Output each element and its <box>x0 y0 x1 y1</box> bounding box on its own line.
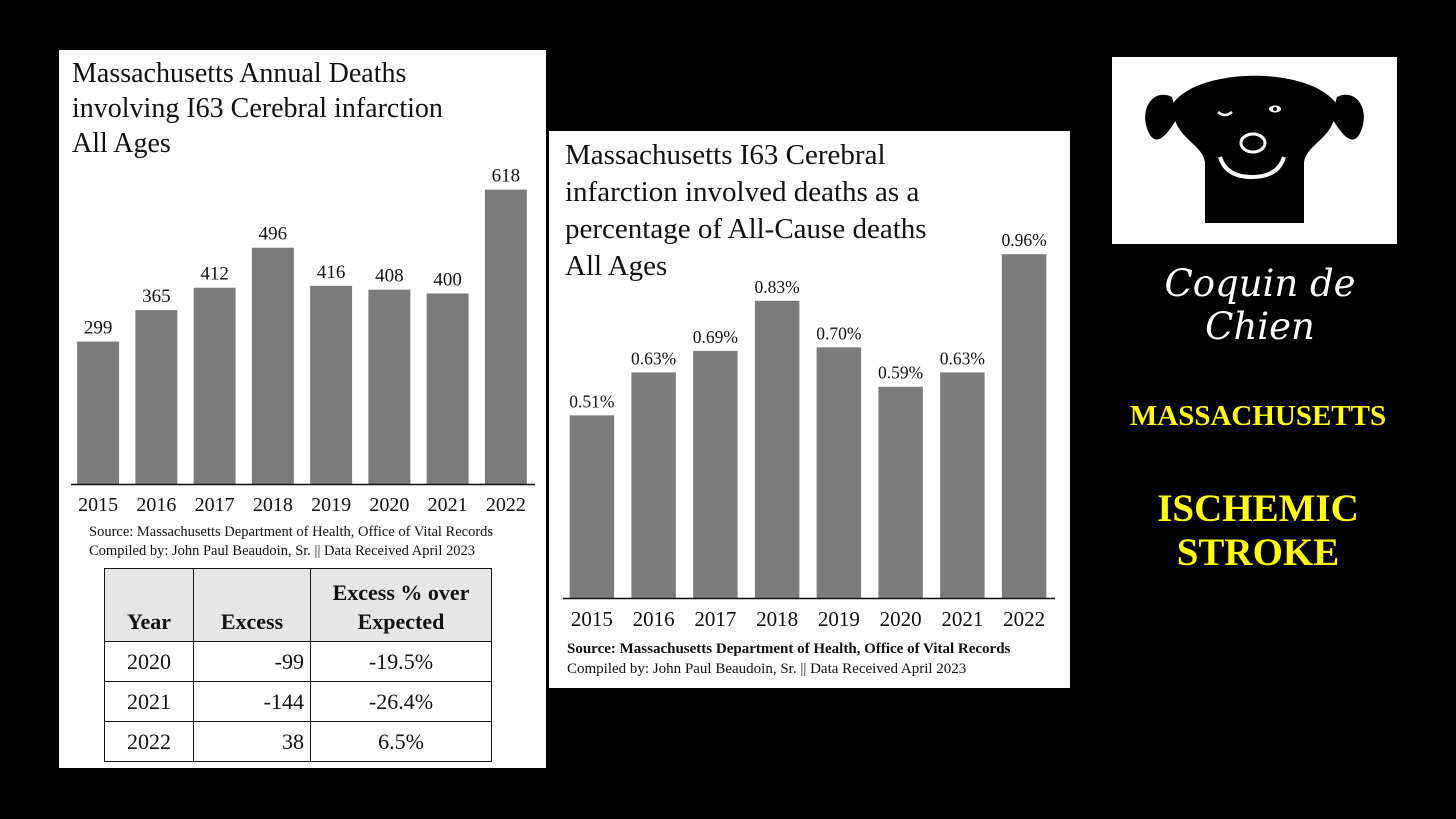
x-tick-label: 2021 <box>941 607 983 631</box>
table-row: 2021 -144 -26.4% <box>104 681 492 722</box>
cell-excess: -144 <box>193 681 311 722</box>
data-label: 0.51% <box>569 391 614 411</box>
source-line: Source: Massachusetts Department of Heal… <box>567 641 1011 657</box>
logo-text: Coquin de Chien <box>1164 262 1356 348</box>
title-line: All Ages <box>565 250 668 282</box>
condition-heading: ISCHEMIC STROKE <box>1100 487 1416 575</box>
title-line: Massachusetts I63 Cerebral <box>565 139 886 171</box>
condition-line: STROKE <box>1176 531 1340 574</box>
data-label: 0.70% <box>816 323 861 343</box>
x-tick-label: 2018 <box>756 607 798 631</box>
x-tick-label: 2017 <box>694 607 736 631</box>
x-tick-label: 2021 <box>428 494 468 516</box>
cell-excess-pct: -19.5% <box>310 641 492 682</box>
data-label: 618 <box>492 166 521 187</box>
cell-excess: 38 <box>193 721 311 762</box>
source-note: Source: Massachusetts Department of Heal… <box>89 523 493 561</box>
x-tick-label: 2016 <box>633 607 675 631</box>
title-line: Massachusetts Annual Deaths <box>72 58 407 89</box>
source-note: Source: Massachusetts Department of Heal… <box>567 639 1010 679</box>
x-tick-label: 2019 <box>818 607 860 631</box>
percentage-panel: Massachusetts I63 Cerebral infarction in… <box>549 131 1070 688</box>
bar <box>484 189 527 484</box>
bar <box>940 372 985 598</box>
header-line: Expected <box>357 609 445 634</box>
data-label: 416 <box>317 262 346 283</box>
bar <box>1001 254 1047 598</box>
x-tick-label: 2018 <box>253 494 293 516</box>
title-line: involving I63 Cerebral infarction <box>72 93 443 124</box>
bar <box>426 293 469 484</box>
cell-year: 2022 <box>104 721 194 762</box>
header-excess: Excess <box>193 568 311 642</box>
condition-line: ISCHEMIC <box>1157 487 1359 530</box>
cell-excess-pct: -26.4% <box>310 681 492 722</box>
data-label: 408 <box>375 266 404 287</box>
data-label: 412 <box>200 264 229 285</box>
bar <box>310 285 353 484</box>
bar <box>878 386 923 598</box>
logo-box <box>1112 57 1397 244</box>
compiled-by-line: Compiled by: John Paul Beaudoin, Sr. || … <box>89 543 475 559</box>
title-line: All Ages <box>72 128 171 159</box>
data-label: 0.69% <box>693 327 738 347</box>
bar <box>251 247 294 484</box>
cell-year: 2021 <box>104 681 194 722</box>
x-tick-label: 2022 <box>1003 607 1045 631</box>
bar <box>816 347 862 598</box>
data-label: 0.96% <box>1002 230 1047 250</box>
bar <box>77 341 120 484</box>
excess-table: Year Excess Excess % over Expected 2020 … <box>104 568 492 762</box>
title-line: percentage of All-Cause deaths <box>565 213 927 245</box>
data-label: 0.83% <box>755 277 800 297</box>
percentage-title: Massachusetts I63 Cerebral infarction in… <box>565 137 1005 285</box>
dog-face-icon <box>1145 75 1364 223</box>
table-row: 2022 38 6.5% <box>104 721 492 762</box>
table-header-row: Year Excess Excess % over Expected <box>104 568 492 642</box>
annual-deaths-title: Massachusetts Annual Deaths involving I6… <box>72 56 532 161</box>
compiled-by-line: Compiled by: John Paul Beaudoin, Sr. || … <box>567 661 967 677</box>
bar <box>631 372 676 598</box>
x-tick-label: 2019 <box>311 494 351 516</box>
x-tick-label: 2017 <box>195 494 235 516</box>
data-label: 0.63% <box>631 348 676 368</box>
annual-deaths-bar-chart: 299 2015 365 2016 412 2017 496 2018 416 2019 408 20… <box>71 166 535 516</box>
data-label: 0.59% <box>878 363 923 383</box>
data-label: 496 <box>259 224 288 245</box>
table-row: 2020 -99 -19.5% <box>104 641 492 682</box>
cell-year: 2020 <box>104 641 194 682</box>
source-line: Source: Massachusetts Department of Heal… <box>89 524 494 540</box>
bar <box>368 289 411 484</box>
annual-deaths-panel: Massachusetts Annual Deaths involving I6… <box>59 50 546 768</box>
bar <box>754 300 800 598</box>
header-line: Excess % over <box>332 580 470 605</box>
state-heading: MASSACHUSETTS <box>1129 400 1387 432</box>
cell-excess: -99 <box>193 641 311 682</box>
x-tick-label: 2020 <box>880 607 922 631</box>
data-label: 365 <box>142 286 171 307</box>
x-tick-label: 2020 <box>369 494 409 516</box>
bar <box>193 287 236 484</box>
bar <box>569 415 615 598</box>
x-tick-label: 2016 <box>136 494 176 516</box>
data-label: 0.63% <box>940 348 985 368</box>
title-line: infarction involved deaths as a <box>565 176 920 208</box>
bar <box>135 310 178 484</box>
header-year: Year <box>104 568 194 642</box>
data-label: 400 <box>433 269 462 290</box>
x-tick-label: 2015 <box>571 607 613 631</box>
x-tick-label: 2022 <box>486 494 526 516</box>
cell-excess-pct: 6.5% <box>310 721 492 762</box>
bar <box>693 350 738 598</box>
percentage-bar-chart: 0.51% 2015 0.63% 2016 0.69% 2017 0.83% 2018 0.70… <box>563 230 1055 631</box>
data-label: 299 <box>84 318 113 339</box>
header-excess-pct: Excess % over Expected <box>310 568 492 642</box>
x-tick-label: 2015 <box>78 494 118 516</box>
